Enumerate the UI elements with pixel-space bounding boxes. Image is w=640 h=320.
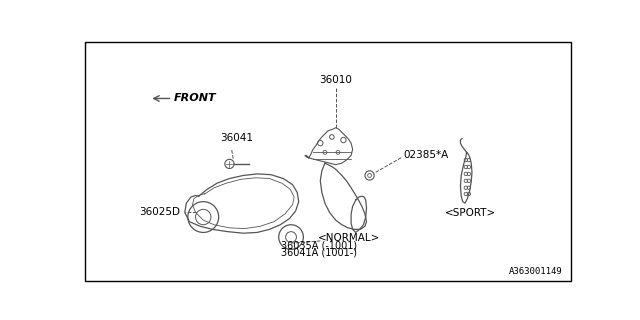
- Text: 36010: 36010: [319, 75, 352, 84]
- Text: 36041: 36041: [220, 133, 253, 143]
- Text: FRONT: FRONT: [174, 93, 216, 103]
- Text: 36041A (1001-): 36041A (1001-): [281, 248, 356, 258]
- Text: 36035A (-1001): 36035A (-1001): [281, 240, 357, 250]
- Text: <NORMAL>: <NORMAL>: [318, 233, 381, 243]
- Text: 02385*A: 02385*A: [403, 150, 449, 160]
- Text: 36025D: 36025D: [139, 207, 180, 217]
- Polygon shape: [351, 196, 367, 232]
- Polygon shape: [305, 128, 353, 165]
- Polygon shape: [185, 174, 299, 233]
- Polygon shape: [460, 152, 472, 203]
- Text: <SPORT>: <SPORT>: [445, 208, 496, 218]
- Text: A363001149: A363001149: [509, 267, 563, 276]
- Polygon shape: [320, 163, 367, 229]
